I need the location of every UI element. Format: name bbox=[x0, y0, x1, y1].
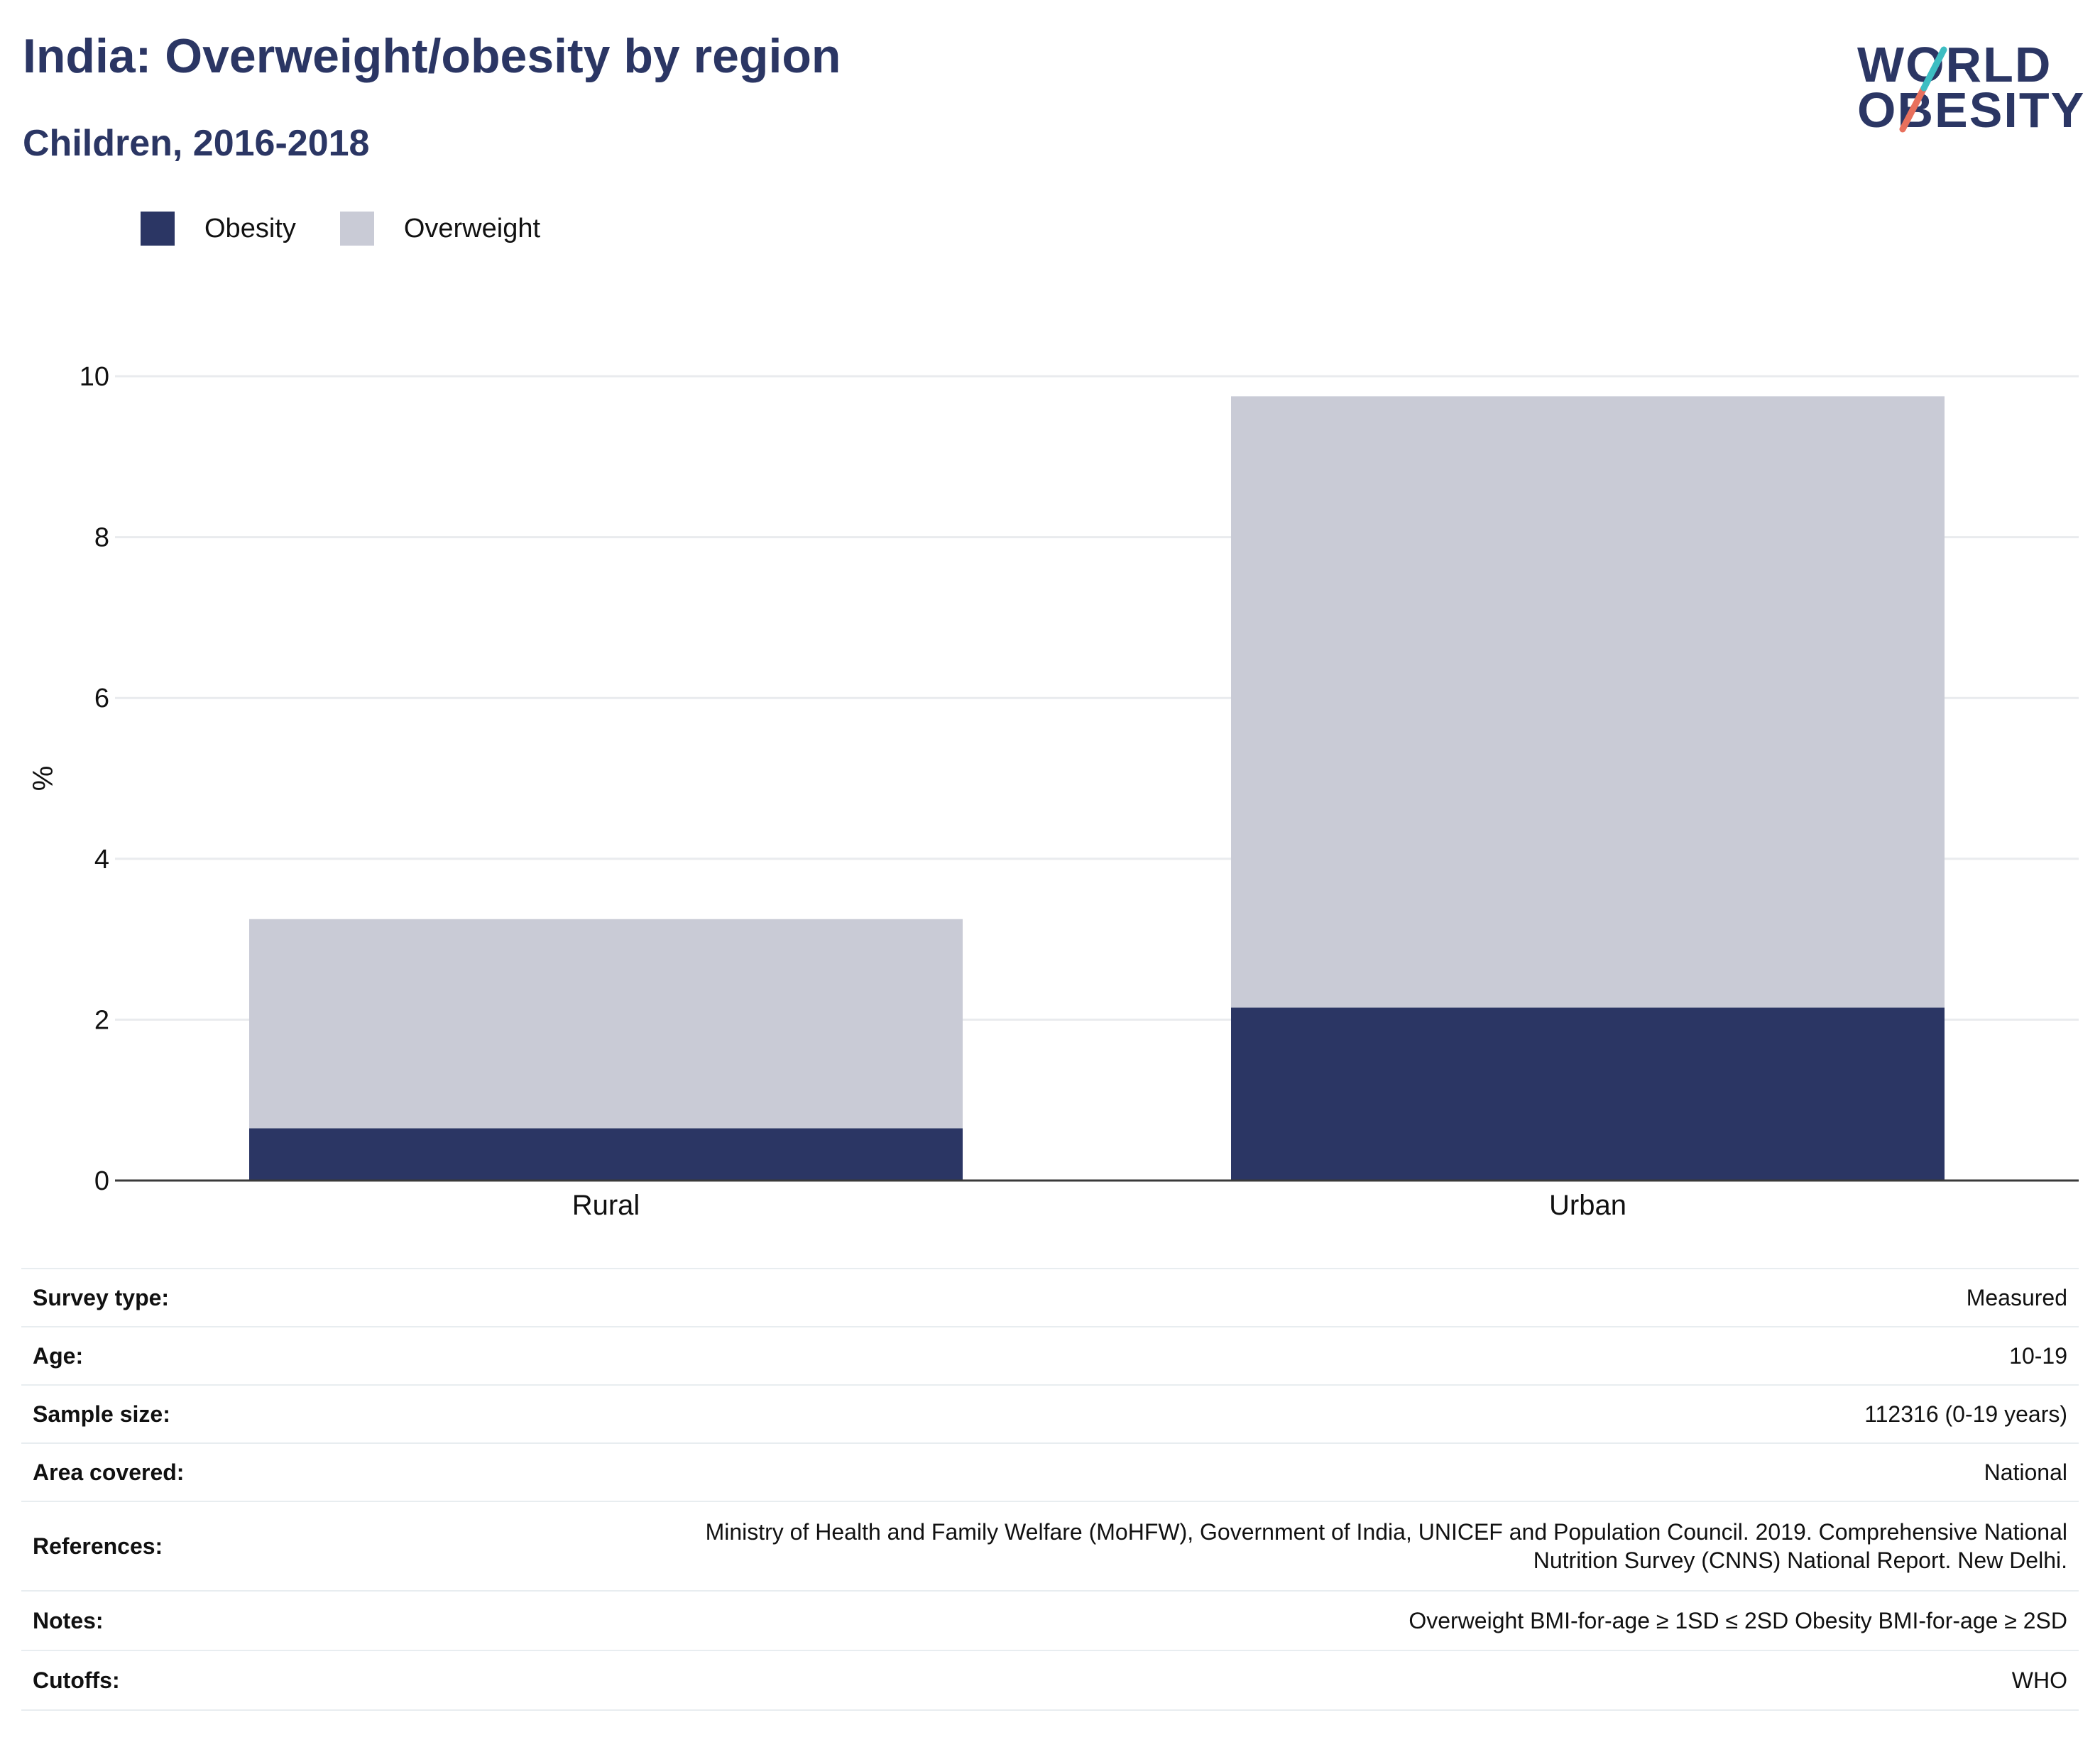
logo-slash-icon bbox=[1899, 46, 1947, 133]
info-label: Survey type: bbox=[21, 1268, 328, 1327]
info-row-references: References: Ministry of Health and Famil… bbox=[21, 1501, 2079, 1592]
y-tick-label: 8 bbox=[94, 523, 109, 553]
legend-label-overweight: Overweight bbox=[403, 213, 541, 243]
info-label: Sample size: bbox=[21, 1385, 328, 1444]
info-row-notes: Notes: Overweight BMI-for-age ≥ 1SD ≤ 2S… bbox=[21, 1591, 2079, 1651]
y-tick-label: 10 bbox=[80, 362, 109, 392]
chart-title: India: Overweight/obesity by region bbox=[23, 29, 841, 83]
y-tick-label: 0 bbox=[94, 1166, 109, 1196]
stacked-bar-chart: 0 2 4 6 8 10 Rural Urban% bbox=[28, 362, 2079, 1221]
bar-overweight-urban bbox=[1231, 396, 1945, 1008]
bar-overweight-rural bbox=[249, 919, 963, 1129]
y-tick-label: 6 bbox=[94, 684, 109, 713]
legend-swatch-obesity bbox=[141, 212, 175, 246]
info-row-survey-type: Survey type: Measured bbox=[21, 1268, 2079, 1327]
world-obesity-logo: WORLD OBESITY bbox=[1846, 21, 2087, 149]
y-axis-label: % bbox=[28, 766, 59, 792]
info-row-cutoffs: Cutoffs: WHO bbox=[21, 1650, 2079, 1711]
reference-line: Nutrition Survey (CNNS) National Report.… bbox=[1533, 1548, 2067, 1573]
logo-text-obesity: OBESITY bbox=[1857, 82, 2086, 138]
info-row-area-covered: Area covered: National bbox=[21, 1443, 2079, 1502]
bar-obesity-urban bbox=[1231, 1007, 1945, 1181]
survey-info-table: Survey type: Measured Age: 10-19 Sample … bbox=[21, 1268, 2079, 1711]
chart-legend: Obesity Overweight bbox=[141, 210, 584, 247]
info-value: Overweight BMI-for-age ≥ 1SD ≤ 2SD Obesi… bbox=[328, 1591, 2079, 1651]
info-label: Cutoffs: bbox=[21, 1650, 328, 1711]
bar-obesity-rural bbox=[249, 1128, 963, 1181]
info-row-sample-size: Sample size: 112316 (0-19 years) bbox=[21, 1385, 2079, 1444]
legend-label-obesity: Obesity bbox=[204, 213, 296, 243]
info-label: Age: bbox=[21, 1327, 328, 1386]
y-tick-label: 2 bbox=[94, 1005, 109, 1035]
legend-item-obesity[interactable]: Obesity bbox=[141, 212, 296, 246]
x-tick-label: Rural bbox=[572, 1190, 640, 1221]
info-value: Ministry of Health and Family Welfare (M… bbox=[328, 1501, 2079, 1592]
info-value: 112316 (0-19 years) bbox=[328, 1385, 2079, 1444]
info-label: Area covered: bbox=[21, 1443, 328, 1502]
y-tick-label: 4 bbox=[94, 845, 109, 875]
x-tick-label: Urban bbox=[1549, 1190, 1626, 1221]
info-value: WHO bbox=[328, 1650, 2079, 1711]
info-label: References: bbox=[21, 1501, 328, 1592]
legend-swatch-overweight bbox=[339, 212, 374, 246]
info-value: 10-19 bbox=[328, 1327, 2079, 1386]
chart-subtitle: Children, 2016-2018 bbox=[23, 123, 370, 164]
info-value: Measured bbox=[328, 1268, 2079, 1327]
info-value: National bbox=[328, 1443, 2079, 1502]
info-row-age: Age: 10-19 bbox=[21, 1327, 2079, 1386]
logo-text-world: WORLD bbox=[1857, 37, 2052, 92]
reference-line: Ministry of Health and Family Welfare (M… bbox=[705, 1519, 2067, 1545]
info-label: Notes: bbox=[21, 1591, 328, 1651]
legend-item-overweight[interactable]: Overweight bbox=[339, 212, 541, 246]
